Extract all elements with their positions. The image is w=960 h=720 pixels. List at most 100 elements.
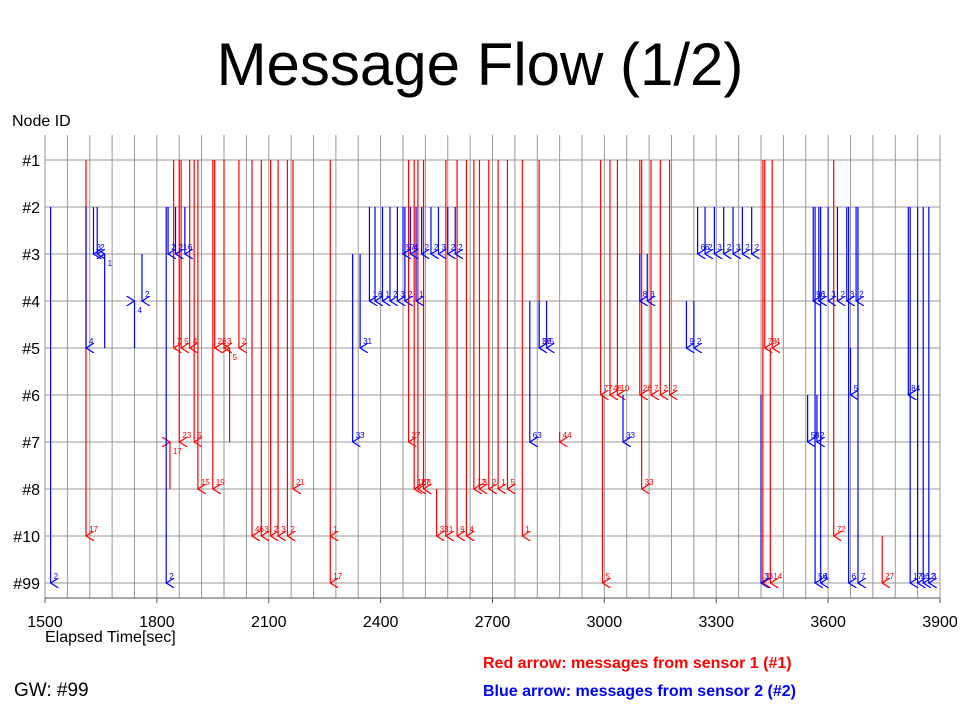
x-tick-label: 3300 xyxy=(698,614,734,631)
x-tick-label: 2400 xyxy=(363,614,399,631)
message-label: 2 xyxy=(169,572,174,581)
x-tick-label: 1800 xyxy=(139,614,175,631)
message-label: 2 xyxy=(274,525,279,534)
message-label: 4 xyxy=(193,337,198,346)
message-label: 84 xyxy=(911,384,920,393)
message-label: 2 xyxy=(451,243,456,252)
message-label: 6 xyxy=(852,572,857,581)
message-label: 2 xyxy=(425,243,430,252)
message-label: 2 xyxy=(663,384,668,393)
message-label: 12 xyxy=(477,478,486,487)
message-label: 23 xyxy=(182,431,191,440)
message-label: 3 xyxy=(831,290,836,299)
message-label: 5 xyxy=(510,478,515,487)
message-label: 6 xyxy=(188,243,193,252)
x-tick-label: 3900 xyxy=(922,614,958,631)
message-label: 2 xyxy=(820,431,825,440)
message-label: 17 xyxy=(89,525,98,534)
message-label: 5 xyxy=(184,337,189,346)
message-label: 2 xyxy=(434,243,439,252)
message-label: 2 xyxy=(408,290,413,299)
message-label: 27 xyxy=(885,572,894,581)
message-label: 2 xyxy=(145,290,150,299)
message-label: 17 xyxy=(333,572,342,581)
message-label: 33 xyxy=(356,431,365,440)
message-label: 33 xyxy=(645,478,654,487)
x-tick-label: 1500 xyxy=(27,614,63,631)
message-label: 4 xyxy=(469,525,474,534)
node-label: #4 xyxy=(22,294,40,311)
node-label: #3 xyxy=(22,247,40,264)
message-label: 2 xyxy=(54,572,59,581)
message-label: 33 xyxy=(764,572,773,581)
legend-blue: Blue arrow: messages from sensor 2 (#2) xyxy=(483,683,797,700)
legend-red: Red arrow: messages from sensor 1 (#1) xyxy=(483,655,792,672)
node-label: #1 xyxy=(22,153,40,170)
message-label: 3 xyxy=(441,243,446,252)
message-label: 8 xyxy=(378,290,383,299)
message-label: 1 xyxy=(501,478,506,487)
x-tick-label: 2100 xyxy=(251,614,287,631)
message-label: 10 xyxy=(417,478,426,487)
message-label: 17 xyxy=(173,447,182,456)
message-label: 8 xyxy=(427,478,432,487)
message-label: 15 xyxy=(201,478,210,487)
node-label: #8 xyxy=(22,482,40,499)
message-label: 3 xyxy=(96,243,101,252)
message-label: 2 xyxy=(745,243,750,252)
message-label: 72 xyxy=(837,525,846,534)
message-label: 26 xyxy=(643,384,652,393)
message-label: 46 xyxy=(255,525,264,534)
y-axis-label: Node ID xyxy=(12,113,71,130)
message-label: 3 xyxy=(650,290,655,299)
message-label: 2 xyxy=(458,243,463,252)
message-label: 21 xyxy=(179,243,188,252)
message-label: 2 xyxy=(708,243,713,252)
message-label: 63 xyxy=(533,431,542,440)
message-label: 2 xyxy=(242,337,247,346)
message-label: 4 xyxy=(824,572,829,581)
message-label: 3 xyxy=(717,243,722,252)
message-label: 9 xyxy=(689,337,694,346)
message-label: 96 xyxy=(921,572,930,581)
node-label: #5 xyxy=(22,341,40,358)
message-label: 27 xyxy=(421,478,430,487)
message-label: 2 xyxy=(859,290,864,299)
message-label: 5 xyxy=(233,353,238,362)
message-label: 19 xyxy=(216,478,225,487)
message-label: 2 xyxy=(290,525,295,534)
message-label: 10 xyxy=(620,384,629,393)
chart-marks: 1717723545151926352463232211172710278331… xyxy=(51,160,937,583)
message-label: 1 xyxy=(333,525,338,534)
message-label: 1 xyxy=(822,290,827,299)
x-axis-label: Elapsed Time[sec] xyxy=(45,629,176,646)
message-label: 31 xyxy=(363,337,372,346)
message-label: 5 xyxy=(854,384,859,393)
message-label: 56 xyxy=(818,572,827,581)
message-label: 4 xyxy=(775,337,780,346)
message-label: 33 xyxy=(626,431,635,440)
x-tick-label: 3600 xyxy=(810,614,846,631)
message-label: 1 xyxy=(449,525,454,534)
message-label: 33 xyxy=(440,525,449,534)
page-title: Message Flow (1/2) xyxy=(216,31,744,98)
message-label: 2 xyxy=(393,290,398,299)
chart-axes: Node ID Elapsed Time[sec] #1 #2 #3 #4 #5 #6 #7… xyxy=(12,113,958,646)
message-label: 1 xyxy=(766,572,771,581)
message-label: 2 xyxy=(673,384,678,393)
message-label: 2 xyxy=(171,243,176,252)
message-label: 14 xyxy=(773,572,782,581)
node-label: #10 xyxy=(13,529,40,546)
message-label: 1 xyxy=(108,259,113,268)
message-label: 2 xyxy=(727,243,732,252)
message-label: 27 xyxy=(412,431,421,440)
message-label: 4 xyxy=(138,306,143,315)
message-label: 3 xyxy=(932,572,937,581)
message-label: 1 xyxy=(525,525,530,534)
message-label: 9 xyxy=(460,525,465,534)
message-label: 7 xyxy=(861,572,866,581)
message-label: 2 xyxy=(697,337,702,346)
message-label: 3 xyxy=(281,525,286,534)
message-label: 12 xyxy=(926,572,935,581)
